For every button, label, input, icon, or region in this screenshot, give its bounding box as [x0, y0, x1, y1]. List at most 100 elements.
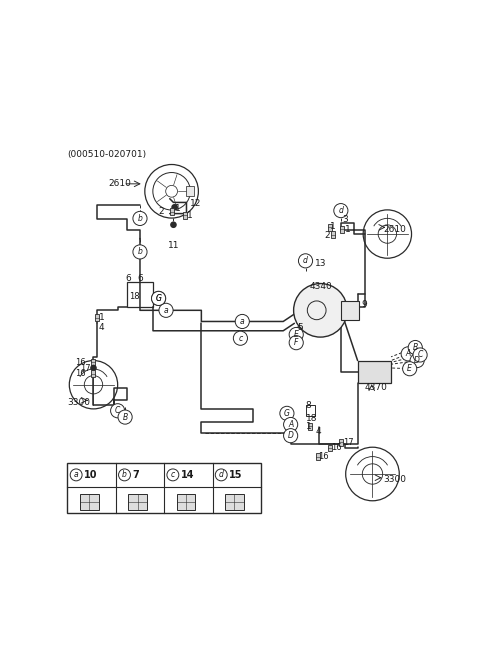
Circle shape [294, 284, 347, 337]
Text: 10: 10 [84, 470, 98, 480]
Text: 16: 16 [75, 369, 85, 378]
Text: B: B [122, 413, 128, 422]
Text: G: G [156, 294, 161, 303]
Text: D: D [288, 431, 294, 440]
Circle shape [133, 245, 147, 259]
Text: E: E [294, 330, 299, 339]
Text: 16: 16 [75, 358, 85, 367]
Text: 1: 1 [175, 204, 181, 214]
Text: b: b [138, 248, 143, 256]
Text: 12: 12 [190, 199, 201, 208]
Text: 1: 1 [187, 211, 193, 220]
Bar [341, 301, 360, 320]
Bar [177, 494, 195, 510]
Bar [80, 494, 98, 510]
Bar [331, 231, 336, 238]
Bar [92, 370, 96, 377]
Bar [169, 208, 174, 215]
Circle shape [284, 428, 298, 443]
Text: E: E [407, 364, 412, 373]
Bar [305, 405, 315, 417]
Text: d: d [338, 206, 343, 215]
Circle shape [118, 410, 132, 424]
Bar [328, 224, 332, 231]
Circle shape [171, 222, 176, 227]
Text: 17: 17 [81, 364, 91, 373]
Text: A: A [406, 349, 411, 358]
Circle shape [110, 403, 125, 418]
Text: 9: 9 [361, 300, 367, 309]
Text: 18: 18 [305, 414, 317, 422]
Text: A: A [288, 420, 293, 429]
Text: 5: 5 [297, 324, 303, 332]
Text: 1: 1 [345, 225, 350, 234]
Bar [358, 360, 391, 383]
Bar [128, 494, 147, 510]
Bar [340, 226, 344, 233]
Text: c: c [171, 470, 175, 479]
Text: D: D [414, 356, 420, 365]
Text: B: B [413, 343, 418, 352]
Circle shape [299, 253, 312, 268]
Bar [127, 282, 153, 307]
Circle shape [284, 417, 298, 432]
Text: a: a [74, 470, 78, 479]
Circle shape [296, 327, 301, 332]
Circle shape [233, 331, 248, 345]
Bar [186, 187, 194, 196]
Circle shape [119, 469, 131, 481]
Circle shape [334, 204, 348, 217]
Circle shape [215, 469, 227, 481]
Circle shape [133, 212, 147, 225]
Text: 16: 16 [319, 452, 329, 461]
Text: C: C [115, 406, 120, 415]
Text: b: b [122, 470, 127, 479]
Text: 4: 4 [315, 426, 321, 436]
Text: 11: 11 [168, 241, 180, 250]
Text: 8: 8 [305, 401, 311, 409]
Text: F: F [294, 338, 299, 347]
Bar [328, 445, 333, 451]
Circle shape [289, 328, 303, 341]
Circle shape [413, 348, 427, 362]
Text: 1: 1 [99, 313, 105, 322]
Text: 18: 18 [129, 291, 140, 301]
Bar [95, 314, 99, 321]
Text: b: b [138, 214, 143, 223]
Text: 14: 14 [181, 470, 194, 480]
Circle shape [408, 341, 422, 354]
Text: 4: 4 [99, 322, 105, 331]
Text: d: d [303, 256, 308, 265]
Text: 7: 7 [132, 470, 139, 480]
Text: 2610: 2610 [108, 179, 131, 189]
Circle shape [289, 335, 303, 350]
Text: c: c [238, 333, 242, 343]
Text: 2610: 2610 [384, 225, 407, 234]
Circle shape [152, 291, 166, 305]
Text: 6: 6 [125, 274, 131, 283]
Circle shape [235, 314, 249, 329]
Text: G: G [284, 409, 290, 418]
Circle shape [401, 346, 415, 361]
Bar [225, 494, 243, 510]
Circle shape [280, 406, 294, 421]
Text: a: a [240, 317, 245, 326]
Text: 13: 13 [315, 259, 326, 269]
Text: 6: 6 [137, 274, 143, 283]
Text: 1: 1 [305, 422, 311, 431]
Text: 1: 1 [330, 222, 336, 231]
Text: 3: 3 [343, 215, 348, 223]
Text: 2: 2 [324, 231, 330, 240]
Text: 17: 17 [343, 438, 353, 447]
Text: 16: 16 [332, 443, 342, 453]
Text: 4370: 4370 [365, 383, 388, 392]
Text: a: a [164, 306, 168, 315]
Circle shape [172, 204, 177, 210]
Circle shape [70, 469, 82, 481]
Text: d: d [219, 470, 224, 479]
Text: 4340: 4340 [309, 282, 332, 291]
Text: C: C [418, 350, 423, 360]
Text: 2: 2 [158, 207, 164, 216]
Text: G: G [156, 294, 161, 303]
Bar [316, 453, 320, 460]
